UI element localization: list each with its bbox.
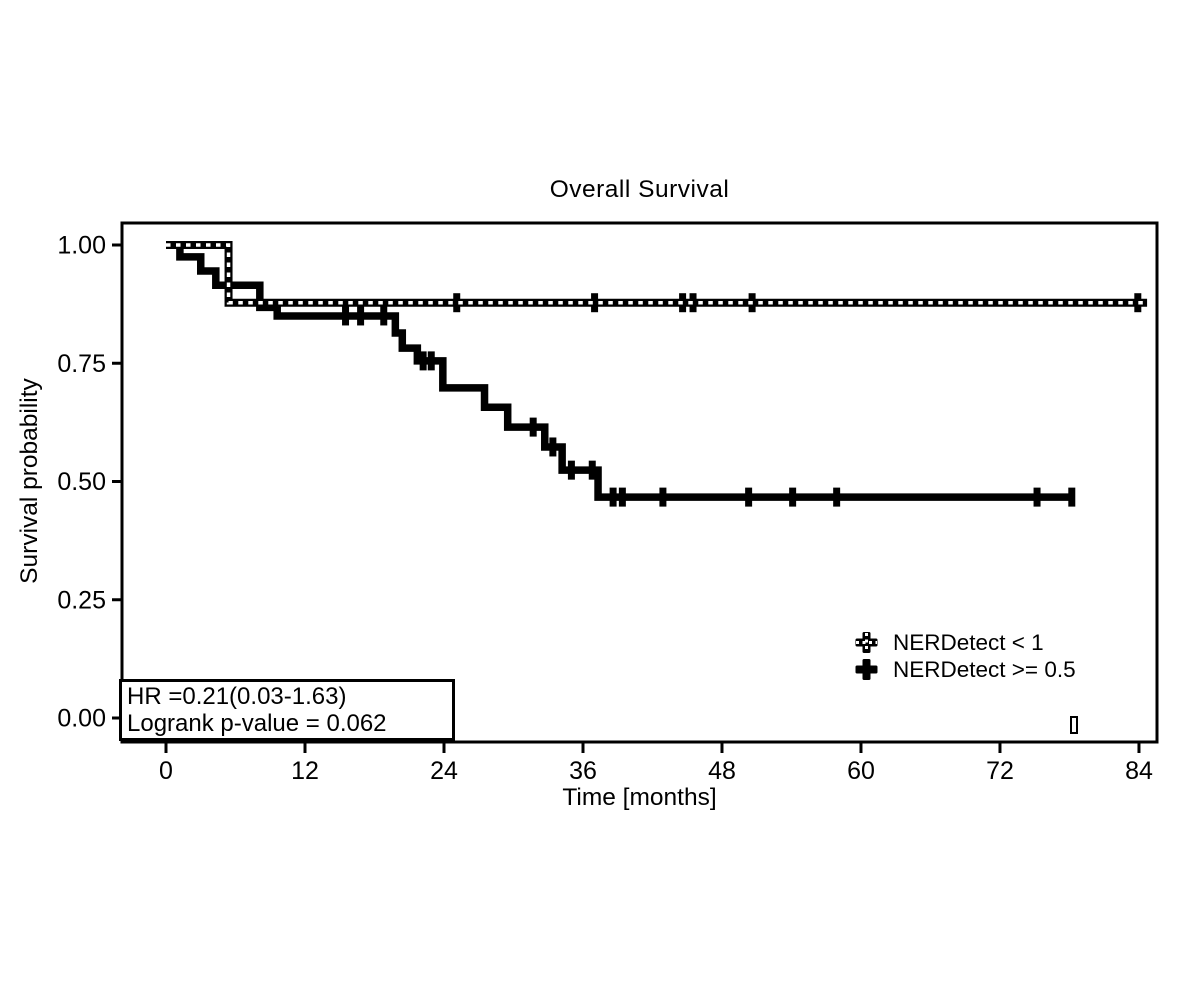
series-solid-curve (166, 241, 1076, 507)
stats-annotation-box: HR =0.21(0.03-1.63) Logrank p-value = 0.… (119, 679, 455, 741)
y-axis-ticks: 0.00 0.25 0.50 0.75 1.00 (57, 232, 122, 733)
svg-text:0.00: 0.00 (57, 705, 106, 733)
svg-text:0: 0 (159, 757, 173, 785)
series-dashed-curve (166, 241, 1148, 313)
legend-label: NERDetect < 1 (893, 629, 1044, 655)
svg-text:60: 60 (847, 757, 875, 785)
legend-item-nerdetect-ge-05: NERDetect >= 0.5 (852, 656, 1076, 683)
legend-label: NERDetect >= 0.5 (893, 656, 1076, 682)
dashed-plus-marker-icon (852, 631, 880, 654)
logrank-pvalue-text: Logrank p-value = 0.062 (127, 710, 387, 737)
svg-text:0.75: 0.75 (57, 350, 106, 378)
svg-text:0.50: 0.50 (57, 468, 106, 496)
hazard-ratio-text: HR =0.21(0.03-1.63) (127, 683, 347, 710)
y-axis-label: Survival probability (16, 378, 43, 584)
svg-text:0.25: 0.25 (57, 586, 106, 614)
svg-text:36: 36 (569, 757, 597, 785)
svg-text:48: 48 (708, 757, 736, 785)
x-axis-label: Time [months] (562, 784, 717, 811)
legend-item-nerdetect-lt-1: NERDetect < 1 (852, 629, 1076, 656)
svg-text:72: 72 (986, 757, 1014, 785)
svg-text:12: 12 (291, 757, 319, 785)
svg-text:1.00: 1.00 (57, 232, 106, 260)
svg-text:84: 84 (1125, 757, 1153, 785)
solid-plus-marker-icon (852, 658, 880, 681)
chart-title: Overall Survival (549, 176, 730, 203)
svg-text:24: 24 (430, 757, 458, 785)
legend: NERDetect < 1 NERDetect >= 0.5 (852, 629, 1076, 683)
x-axis-ticks: 0 12 24 36 48 60 72 84 (159, 742, 1153, 785)
isolated-censor-mark (1070, 716, 1078, 734)
